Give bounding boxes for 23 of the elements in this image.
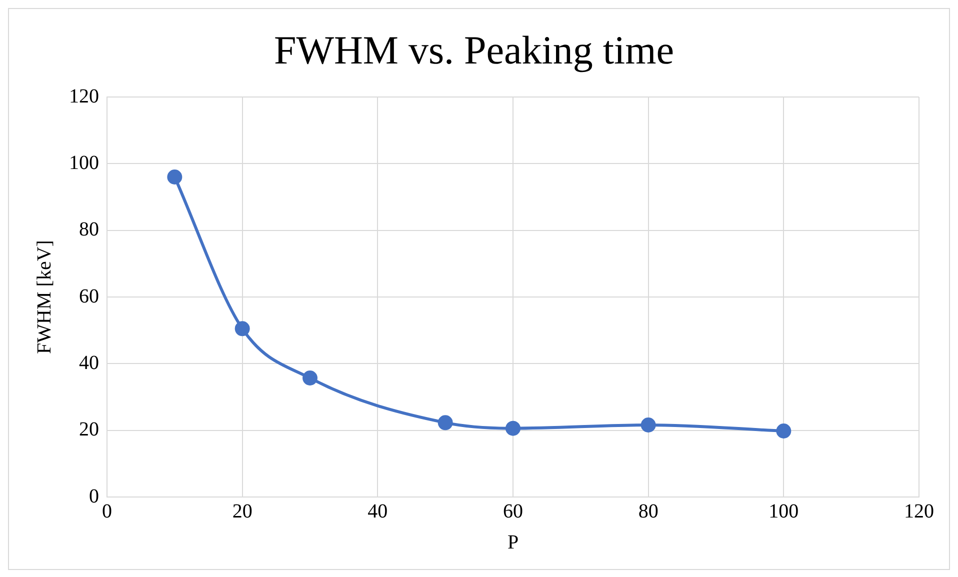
y-tick-label: 80	[79, 218, 99, 241]
y-tick-label: 20	[79, 418, 99, 441]
x-tick-label: 120	[904, 500, 934, 522]
x-tick-label: 80	[638, 500, 658, 522]
x-tick-label: 20	[232, 500, 252, 522]
chart-title: FWHM vs. Peaking time	[274, 28, 674, 72]
x-tick-label: 60	[503, 500, 523, 522]
x-axis-title: P	[507, 531, 519, 554]
x-tick-label: 40	[368, 500, 388, 522]
point	[640, 418, 656, 432]
y-tick-label: 60	[79, 285, 99, 308]
y-tick-label: 40	[79, 352, 99, 374]
y-tick-label: 120	[69, 85, 99, 108]
point	[302, 370, 318, 386]
x-tick-label: 100	[768, 500, 799, 522]
point	[438, 415, 453, 430]
y-tick-label: 0	[89, 485, 99, 508]
y-axis-title: FWHM [keV]	[33, 240, 56, 354]
point	[506, 420, 520, 436]
point	[167, 170, 182, 184]
y-tick-label: 100	[69, 152, 99, 174]
point	[234, 321, 250, 336]
point	[776, 424, 792, 438]
